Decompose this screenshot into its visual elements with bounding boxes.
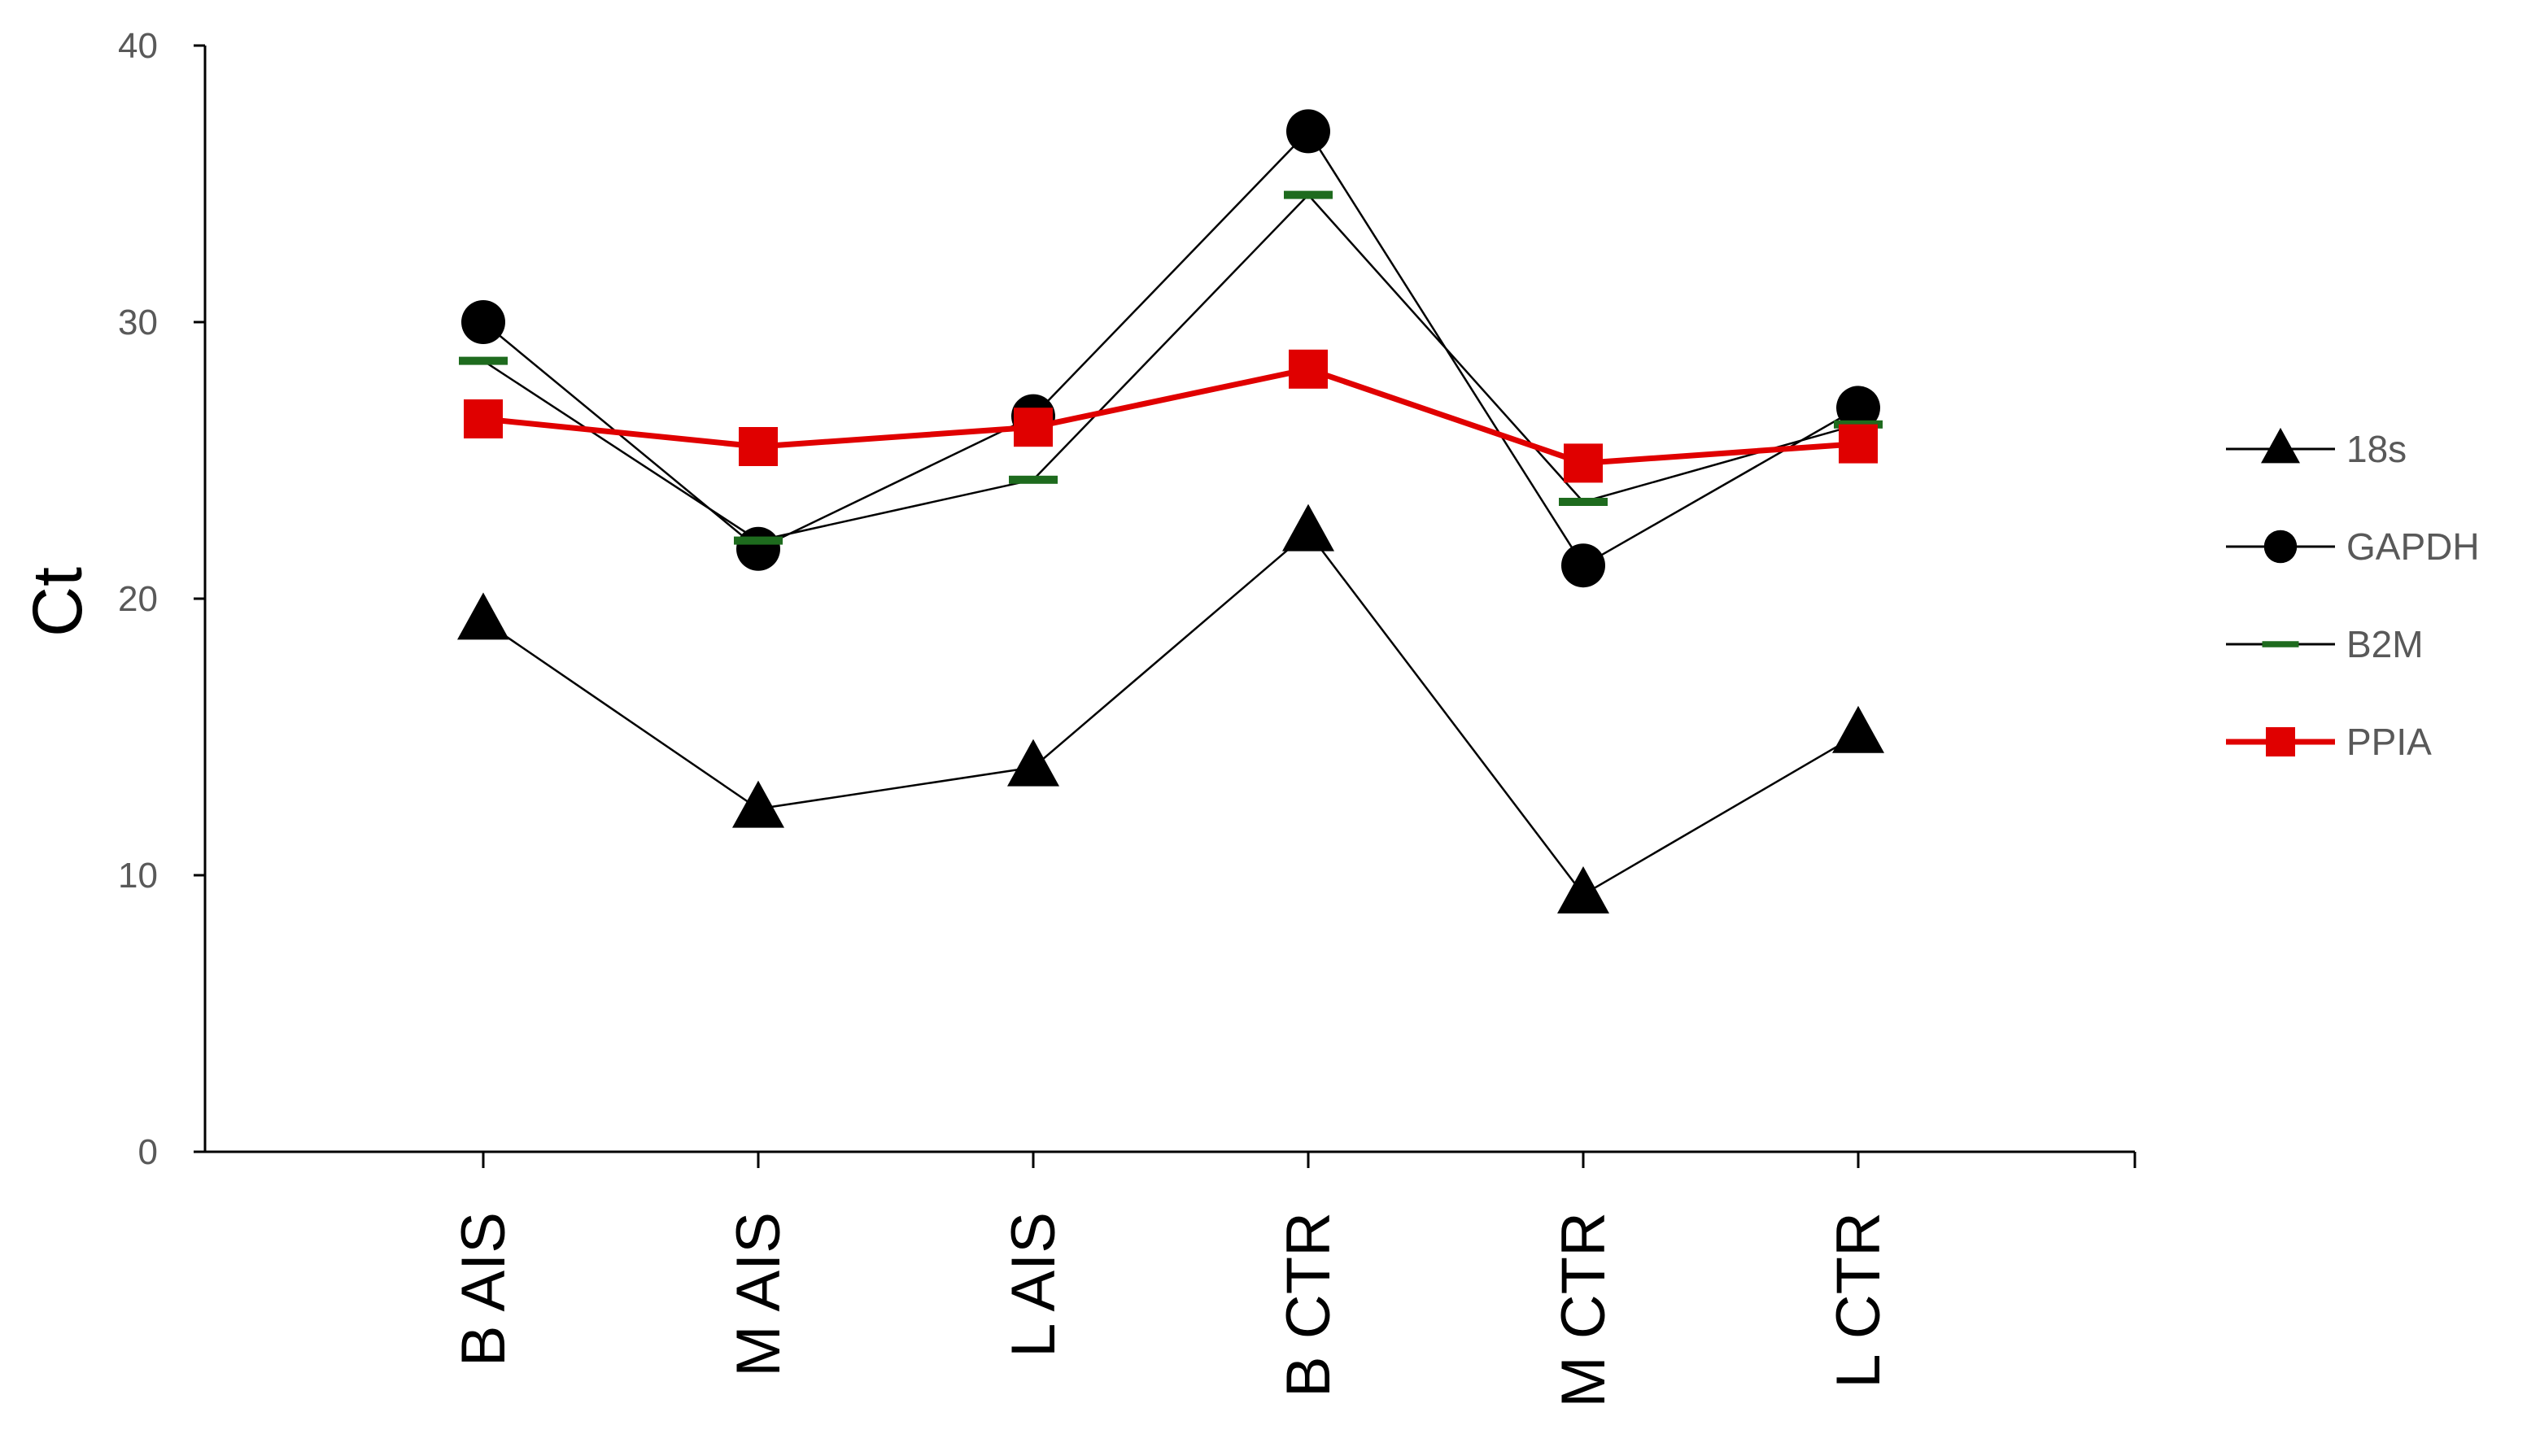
legend-entry-ppia: PPIA	[2226, 721, 2432, 763]
marker-dash	[1284, 190, 1333, 199]
series-line-18s	[482, 531, 1859, 896]
marker-square	[739, 427, 778, 466]
series-line-b2m	[482, 194, 1859, 542]
series-line-gapdh	[482, 130, 1859, 567]
series-line-ppia	[482, 366, 1859, 466]
y-tick-label: 40	[118, 26, 158, 66]
legend-label: GAPDH	[2346, 525, 2480, 568]
marker-triangle	[1007, 739, 1059, 787]
marker-triangle	[1832, 705, 1884, 753]
y-tick-label: 20	[118, 579, 158, 619]
legend-label: B2M	[2346, 623, 2424, 665]
x-axis-ticks: B AIS M AIS L AIS B CTR M CTR L CTR	[449, 1152, 2136, 1408]
marker-square	[464, 399, 503, 438]
x-tick-label-l-ais: L AIS	[999, 1212, 1068, 1358]
marker-square	[1564, 443, 1603, 483]
y-axis-ticks: 0 10 20 30 40	[118, 26, 205, 1172]
marker-triangle	[732, 780, 784, 828]
series-gapdh	[461, 109, 1880, 588]
marker-triangle	[1282, 503, 1334, 551]
y-tick-label: 30	[118, 303, 158, 342]
legend-label: PPIA	[2346, 721, 2432, 763]
legend: 18s GAPDH B2M PPIA	[2226, 427, 2480, 763]
series-b2m	[459, 190, 1883, 545]
x-tick-label-l-ctr: L CTR	[1824, 1212, 1893, 1388]
y-tick-label: 0	[138, 1132, 158, 1172]
marker-triangle	[1557, 866, 1609, 913]
legend-entry-gapdh: GAPDH	[2226, 525, 2480, 568]
y-axis-label: Ct	[19, 567, 97, 637]
series-layer	[457, 109, 1884, 913]
series-ppia	[464, 349, 1878, 483]
marker-circle	[461, 300, 505, 344]
axes	[203, 46, 2135, 1153]
marker-square	[1289, 349, 1328, 389]
series-18s	[457, 503, 1884, 913]
marker-dash	[734, 536, 783, 545]
legend-entry-18s: 18s	[2226, 427, 2407, 470]
marker-triangle	[457, 592, 509, 640]
marker-circle	[1836, 386, 1880, 430]
marker-dash	[1009, 475, 1058, 484]
legend-label: 18s	[2346, 428, 2407, 470]
x-tick-label-b-ctr: B CTR	[1274, 1212, 1343, 1397]
marker-square	[2266, 727, 2295, 756]
x-tick-label-b-ais: B AIS	[449, 1212, 518, 1367]
marker-dash	[1559, 498, 1608, 506]
marker-circle	[736, 526, 780, 571]
marker-circle	[1286, 109, 1330, 154]
marker-dash	[2262, 641, 2299, 647]
marker-square	[1839, 424, 1878, 464]
legend-entry-b2m: B2M	[2226, 623, 2424, 665]
marker-triangle	[2261, 427, 2300, 464]
y-tick-label: 10	[118, 856, 158, 896]
marker-square	[1014, 408, 1053, 447]
x-tick-label-m-ctr: M CTR	[1549, 1212, 1618, 1408]
marker-circle	[2263, 530, 2298, 564]
x-tick-label-m-ais: M AIS	[724, 1212, 793, 1377]
marker-circle	[1561, 543, 1605, 588]
marker-dash	[459, 356, 508, 365]
